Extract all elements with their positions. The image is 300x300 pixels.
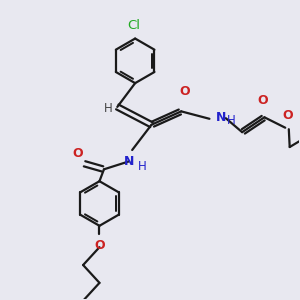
- Text: H: H: [138, 160, 147, 172]
- Text: O: O: [95, 238, 105, 252]
- Text: O: O: [258, 94, 268, 107]
- Text: O: O: [282, 110, 293, 122]
- Text: Cl: Cl: [127, 19, 140, 32]
- Text: N: N: [216, 111, 226, 124]
- Text: H: H: [226, 114, 235, 127]
- Text: H: H: [103, 102, 112, 115]
- Text: O: O: [73, 147, 83, 161]
- Text: N: N: [123, 155, 134, 168]
- Text: O: O: [179, 85, 190, 98]
